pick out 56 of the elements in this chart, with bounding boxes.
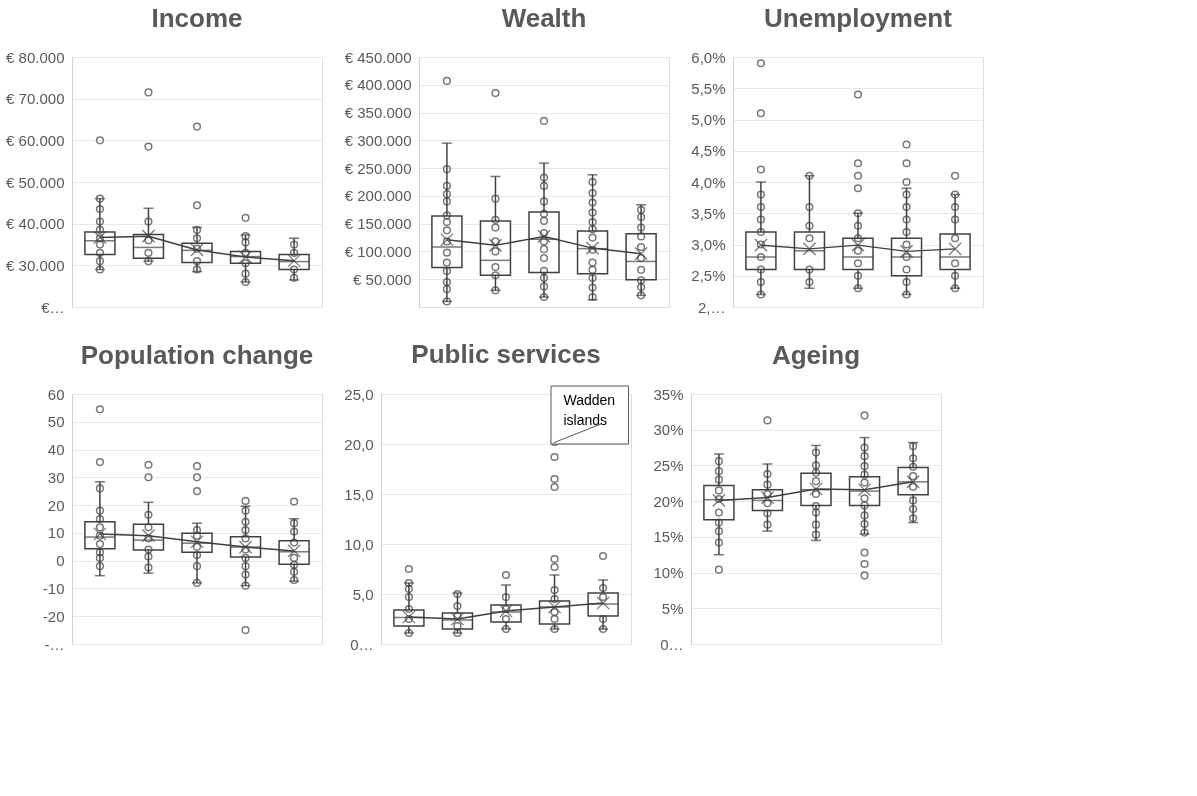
y-tick-label: 60	[47, 385, 65, 403]
y-tick-label: 20,0	[344, 435, 374, 453]
chart-title: Wealth	[501, 3, 587, 33]
y-tick-label: 15%	[653, 528, 684, 546]
y-tick-label: 4,0%	[691, 173, 726, 191]
y-tick-label: € 300.000	[344, 131, 412, 149]
chart-title: Population change	[80, 340, 314, 370]
y-tick-label: 25%	[653, 456, 684, 474]
y-tick-label: € 200.000	[344, 187, 412, 205]
y-tick-label: 2,5%	[691, 267, 726, 285]
chart-title: Income	[151, 3, 243, 33]
y-tick-label: € 70.000	[6, 90, 65, 108]
y-tick-label: €…	[41, 298, 65, 316]
y-tick-label: 50	[47, 413, 65, 431]
y-tick-label: 25,0	[344, 385, 374, 403]
y-tick-label: 5%	[661, 599, 684, 617]
y-tick-label: € 80.000	[6, 48, 65, 66]
chart-title: Public services	[411, 338, 601, 369]
y-tick-label: -20	[42, 607, 65, 625]
y-tick-label: 3,0%	[691, 236, 726, 253]
y-tick-label: 30%	[653, 421, 684, 439]
y-tick-label: 6,0%	[691, 48, 726, 66]
y-tick-label: 35%	[653, 385, 684, 403]
y-tick-label: € 50.000	[353, 270, 412, 288]
chart-title: Unemployment	[764, 3, 953, 33]
y-tick-label: 2,…	[697, 298, 726, 316]
y-tick-label: € 50.000	[6, 173, 65, 191]
y-tick-label: 4,5%	[691, 142, 726, 160]
y-tick-label: 20%	[653, 492, 684, 510]
y-tick-label: 3,5%	[691, 204, 726, 222]
y-tick-label: 10	[47, 524, 65, 542]
y-tick-label: 40	[47, 441, 65, 459]
y-tick-label: 15,0	[344, 485, 374, 503]
y-tick-label: 20	[47, 496, 65, 514]
chart-title: Ageing	[771, 340, 861, 370]
y-tick-label: € 400.000	[344, 76, 412, 94]
y-tick-label: € 450.000	[344, 48, 412, 66]
y-tick-label: 5,5%	[691, 79, 726, 97]
annotation: Wadden islands	[563, 392, 616, 428]
y-tick-label: 0…	[350, 635, 374, 653]
y-tick-label: € 250.000	[344, 159, 412, 177]
y-tick-label: € 150.000	[344, 215, 412, 233]
y-tick-label: 5,0	[352, 585, 374, 603]
y-tick-label: € 40.000	[6, 215, 65, 233]
y-tick-label: € 60.000	[6, 131, 65, 149]
y-tick-label: 10,0	[344, 535, 374, 553]
y-tick-label: 0…	[660, 635, 684, 653]
y-tick-label: 0	[56, 552, 65, 570]
y-tick-label: 5,0%	[691, 111, 726, 128]
y-tick-label: € 350.000	[344, 104, 412, 122]
y-tick-label: 10%	[653, 564, 684, 582]
y-tick-label: -…	[44, 635, 65, 653]
y-tick-label: -10	[42, 579, 65, 597]
y-tick-label: € 100.000	[344, 242, 412, 260]
y-tick-label: € 30.000	[6, 256, 65, 274]
y-tick-label: 30	[47, 468, 65, 486]
